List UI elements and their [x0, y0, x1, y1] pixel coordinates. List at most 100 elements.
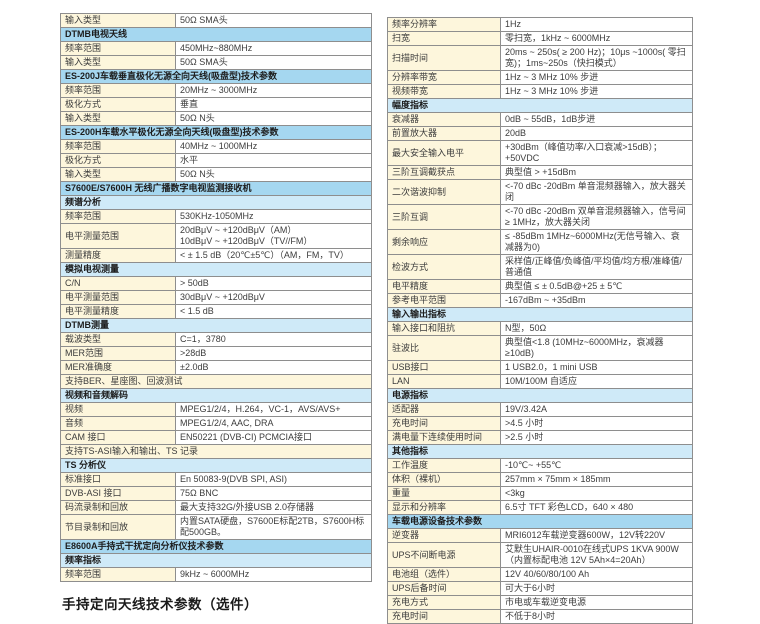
spec-value: 50Ω SMA头 [175, 55, 372, 70]
note-row: 支持BER、星座图、回波测试 [60, 374, 372, 389]
spec-row: CAM 接口 EN50221 (DVB-CI) PCMCIA接口 [60, 430, 372, 445]
spec-value: 采样值/正峰值/负峰值/平均值/均方根/准峰值/普通值 [500, 254, 693, 280]
subsection-header-row: 频谱分析 [60, 195, 372, 210]
spec-label: LAN [387, 374, 501, 389]
spec-row: 视频 MPEG1/2/4，H.264，VC-1，AVS/AVS+ [60, 402, 372, 417]
spec-row: 码流录制和回放 最大支持32G/外接USB 2.0存储器 [60, 500, 372, 515]
spec-label: 极化方式 [60, 97, 176, 112]
subsection-header-row: 模拟电视测量 [60, 262, 372, 277]
spec-label: 工作温度 [387, 458, 501, 473]
spec-row: DVB-ASI 接口 75Ω BNC [60, 486, 372, 501]
spec-value: 不低于8小时 [500, 609, 693, 624]
section-header-row: ES-200H车载水平极化无源全向天线(吸盘型)技术参数 [60, 125, 372, 140]
spec-value: 20dBμV ~ +120dBμV（AM） 10dBμV ~ +120dBμV（… [175, 223, 372, 249]
left-spec-table-body: 输入类型 50Ω SMA头 DTMB电视天线 频率范围 450MHz~880MHz 输入类… [60, 13, 372, 582]
note-row: 支持TS-ASI输入和输出、TS 记录 [60, 444, 372, 459]
spec-value: 19V/3.42A [500, 402, 693, 417]
spec-value: <3kg [500, 486, 693, 501]
spec-label: 三阶互调截获点 [387, 165, 501, 180]
section-header-text: DTMB测量 [60, 318, 372, 333]
spec-label: 音频 [60, 416, 176, 431]
spec-row: 电平精度 典型值 ≤ ± 0.5dB@+25 ± 5℃ [387, 279, 693, 294]
spec-value: ≤ -85dBm 1MHz~6000MHz(无信号输入、衰减器为0) [500, 229, 693, 255]
spec-row: 驻波比 典型值<1.8 (10MHz~6000MHz，衰减器≥10dB) [387, 335, 693, 361]
spec-value: 典型值 > +15dBm [500, 165, 693, 180]
spec-row: 输入类型 50Ω SMA头 [60, 55, 372, 70]
spec-value: 530KHz-1050MHz [175, 209, 372, 224]
spec-value: < ± 1.5 dB（20℃±5℃）（AM，FM，TV） [175, 248, 372, 263]
spec-label: 视频带宽 [387, 84, 501, 99]
spec-value: > 50dB [175, 276, 372, 291]
left-spec-table: 输入类型 50Ω SMA头 DTMB电视天线 频率范围 450MHz~880MHz 输入类… [60, 13, 372, 582]
subsection-header-row: 电源指标 [387, 388, 693, 403]
section-header-text: 频谱分析 [60, 195, 372, 210]
spec-value: >2.5 小时 [500, 430, 693, 445]
spec-row: 适配器 19V/3.42A [387, 402, 693, 417]
spec-value: +30dBm（峰值功率/入口衰减>15dB）；+50VDC [500, 140, 693, 166]
spec-row: 输入类型 50Ω N头 [60, 111, 372, 126]
spec-row: 工作温度 -10℃~ +55℃ [387, 458, 693, 473]
spec-label: 电平测量范围 [60, 223, 176, 249]
subsection-header-row: TS 分析仪 [60, 458, 372, 473]
spec-label: 码流录制和回放 [60, 500, 176, 515]
spec-label: 电平精度 [387, 279, 501, 294]
spec-value: >4.5 小时 [500, 416, 693, 431]
spec-row: 标准接口 En 50083-9(DVB SPI, ASI) [60, 472, 372, 487]
spec-row: 频率范围 20MHz ~ 3000MHz [60, 83, 372, 98]
spec-label: 频率范围 [60, 567, 176, 582]
spec-row: UPS不间断电源 艾默生UHAIR-0010在线式UPS 1KVA 900W（内置… [387, 542, 693, 568]
spec-row: 三阶互调截获点 典型值 > +15dBm [387, 165, 693, 180]
spec-value: 水平 [175, 153, 372, 168]
spec-value: 40MHz ~ 1000MHz [175, 139, 372, 154]
spec-row: 输入类型 50Ω SMA头 [60, 13, 372, 28]
section-header-text: ES-200H车载水平极化无源全向天线(吸盘型)技术参数 [60, 125, 372, 140]
spec-row: 电平测量精度 < 1.5 dB [60, 304, 372, 319]
spec-label: C/N [60, 276, 176, 291]
section-header-text: 输入输出指标 [387, 307, 693, 322]
spec-value: EN50221 (DVB-CI) PCMCIA接口 [175, 430, 372, 445]
section-header-text: E8600A手持式干扰定向分析仪技术参数 [60, 539, 372, 554]
spec-label: 频率范围 [60, 41, 176, 56]
spec-row: 电平测量范围 30dBμV ~ +120dBμV [60, 290, 372, 305]
spec-label: 衰减器 [387, 112, 501, 127]
spec-value: 30dBμV ~ +120dBμV [175, 290, 372, 305]
spec-label: 电平测量范围 [60, 290, 176, 305]
spec-row: 二次谐波抑制 <-70 dBc -20dBm 单音混频器输入，放大器关闭 [387, 179, 693, 205]
spec-value: 最大支持32G/外接USB 2.0存储器 [175, 500, 372, 515]
spec-row: 电池组（选件） 12V 40/60/80/100 Ah [387, 567, 693, 582]
spec-value: -167dBm ~ +35dBm [500, 293, 693, 308]
spec-label: 输入接口和阻抗 [387, 321, 501, 336]
spec-value: 20MHz ~ 3000MHz [175, 83, 372, 98]
spec-label: 扫描时间 [387, 45, 501, 71]
section-header-row: 车载电源设备技术参数 [387, 514, 693, 529]
spec-value: 75Ω BNC [175, 486, 372, 501]
spec-label: 标准接口 [60, 472, 176, 487]
spec-label: 剩余响应 [387, 229, 501, 255]
spec-label: 频率范围 [60, 83, 176, 98]
spec-label: 二次谐波抑制 [387, 179, 501, 205]
section-header-text: 其他指标 [387, 444, 693, 459]
spec-row: 扫宽 零扫宽，1kHz ~ 6000MHz [387, 31, 693, 46]
spec-value: 1Hz ~ 3 MHz 10% 步进 [500, 84, 693, 99]
subsection-header-row: 频率指标 [60, 553, 372, 568]
spec-label: 重量 [387, 486, 501, 501]
spec-label: 最大安全输入电平 [387, 140, 501, 166]
spec-value: 艾默生UHAIR-0010在线式UPS 1KVA 900W（内置标配电池 12V… [500, 542, 693, 568]
spec-value: En 50083-9(DVB SPI, ASI) [175, 472, 372, 487]
spec-value: MRI6012车载逆变器600W，12V转220V [500, 528, 693, 543]
spec-row: 体积（裸机） 257mm × 75mm × 185mm [387, 472, 693, 487]
spec-value: 450MHz~880MHz [175, 41, 372, 56]
note-text: 支持BER、星座图、回波测试 [60, 374, 372, 389]
spec-label: 检波方式 [387, 254, 501, 280]
spec-row: 充电时间 >4.5 小时 [387, 416, 693, 431]
spec-value: 20dB [500, 126, 693, 141]
spec-value: MPEG1/2/4, AAC, DRA [175, 416, 372, 431]
spec-row: 最大安全输入电平 +30dBm（峰值功率/入口衰减>15dB）；+50VDC [387, 140, 693, 166]
spec-label: MER范围 [60, 346, 176, 361]
spec-value: 典型值 ≤ ± 0.5dB@+25 ± 5℃ [500, 279, 693, 294]
spec-label: MER准确度 [60, 360, 176, 375]
spec-label: DVB-ASI 接口 [60, 486, 176, 501]
spec-row: MER范围 >28dB [60, 346, 372, 361]
spec-label: UPS不间断电源 [387, 542, 501, 568]
